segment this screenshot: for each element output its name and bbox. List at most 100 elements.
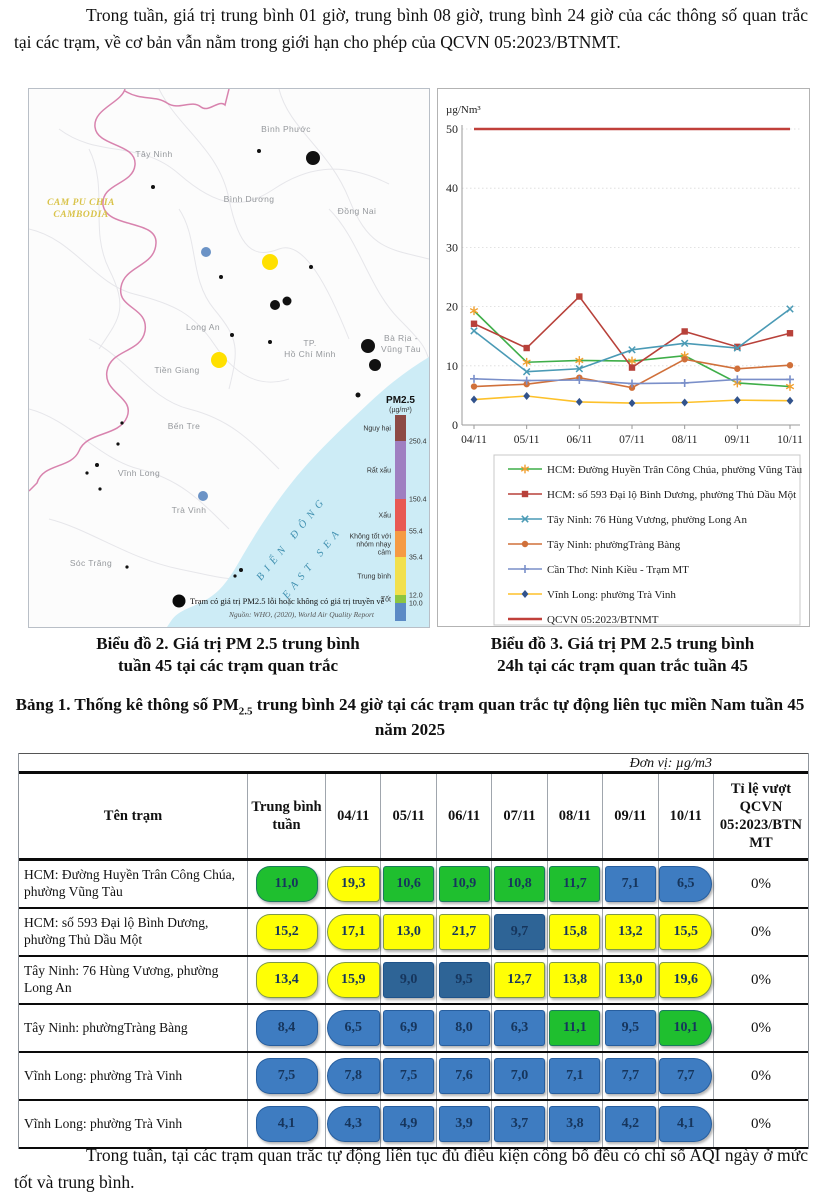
svg-text:Tây Ninh: 76 Hùng Vương, phườn: Tây Ninh: 76 Hùng Vương, phường Long An xyxy=(547,514,747,526)
week-average-cell: 13,4 xyxy=(248,957,326,1003)
day-value-cell: 7,1 xyxy=(603,861,659,907)
exceed-rate-cell: 0% xyxy=(750,875,771,892)
svg-text:250.4: 250.4 xyxy=(409,439,427,446)
svg-text:Không tốt với: Không tốt với xyxy=(349,532,391,541)
error-station-dot-icon xyxy=(172,594,186,608)
value-pill: 13,0 xyxy=(604,962,656,998)
svg-text:05/11: 05/11 xyxy=(514,434,540,446)
value-pill: 11,7 xyxy=(549,866,601,902)
day-value-cell: 10,8 xyxy=(492,861,548,907)
svg-text:08/11: 08/11 xyxy=(672,434,698,446)
svg-text:20: 20 xyxy=(446,300,458,314)
column-header-6: 08/11 xyxy=(548,774,604,858)
day-value-cell: 13,8 xyxy=(548,957,604,1003)
table-row: HCM: số 593 Đại lộ Bình Dương, phường Th… xyxy=(19,909,808,957)
svg-text:Trà Vinh: Trà Vinh xyxy=(172,505,207,515)
day-value-cell: 10,1 xyxy=(659,1005,714,1051)
pm25-line-chart: µg/Nm³ 0 10 20 30 40 50 04/11 05/11 06/11 07/11 08/… xyxy=(446,104,803,626)
day-value-cell: 7,8 xyxy=(326,1053,382,1099)
day-value-cell: 21,7 xyxy=(437,909,493,955)
map-footnote: Trạm có giá trị PM2.5 lỗi hoặc không có … xyxy=(172,594,385,619)
table-row: Vĩnh Long: phường Trà Vinh 7,5 7,8 7,5 7,6 7,… xyxy=(19,1053,808,1101)
svg-text:Trạm có giá trị PM2.5 lỗi hoặ: Trạm có giá trị PM2.5 lỗi hoặc không có … xyxy=(190,596,385,606)
day-value-cell: 7,7 xyxy=(659,1053,714,1099)
svg-text:TP.: TP. xyxy=(303,338,316,348)
day-value-cell: 3,7 xyxy=(492,1101,548,1147)
svg-text:40: 40 xyxy=(446,181,458,195)
value-pill: 11,1 xyxy=(549,1010,601,1046)
svg-text:50: 50 xyxy=(446,122,458,136)
svg-text:Sóc Trăng: Sóc Trăng xyxy=(70,558,112,568)
svg-text:Nguy hại: Nguy hại xyxy=(363,426,391,433)
svg-text:10.0: 10.0 xyxy=(409,601,423,608)
day-value-cell: 4,2 xyxy=(603,1101,659,1147)
svg-text:Bến Tre: Bến Tre xyxy=(168,421,201,431)
table1-heading-suffix: trung bình 24 giờ tại các trạm quan trắc… xyxy=(252,695,805,739)
svg-text:Bà Rịa -: Bà Rịa - xyxy=(384,333,418,343)
column-header-0: Tên trạm xyxy=(19,774,248,858)
intro-paragraph: Trong tuần, giá trị trung bình 01 giờ, t… xyxy=(14,5,808,52)
value-pill: 15,9 xyxy=(326,962,380,998)
value-pill: 4,3 xyxy=(326,1106,380,1142)
svg-text:07/11: 07/11 xyxy=(619,434,645,446)
value-pill: 3,9 xyxy=(438,1106,490,1142)
day-value-cell: 9,5 xyxy=(437,957,493,1003)
pm25-table: Đơn vị: µg/m3 Tên trạm Trung bình tuần 04/… xyxy=(18,753,809,1149)
value-pill: 17,1 xyxy=(326,914,380,950)
column-header-5: 07/11 xyxy=(492,774,548,858)
value-pill: 9,5 xyxy=(604,1010,656,1046)
station-name-cell: HCM: số 593 Đại lộ Bình Dương, phường Th… xyxy=(19,909,248,955)
value-pill: 13,2 xyxy=(604,914,656,950)
figure3-caption-line2: 24h tại các trạm quan trắc tuần 45 xyxy=(497,655,748,675)
day-value-cell: 6,5 xyxy=(326,1005,382,1051)
station-name-cell: Vĩnh Long: phường Trà Vinh xyxy=(19,1101,248,1147)
value-pill: 3,8 xyxy=(549,1106,601,1142)
svg-text:10: 10 xyxy=(446,359,458,373)
value-pill: 15,5 xyxy=(659,914,713,950)
day-value-cell: 6,3 xyxy=(492,1005,548,1051)
value-pill: 4,2 xyxy=(604,1106,656,1142)
table1-heading-subscript: 2.5 xyxy=(238,705,253,718)
svg-text:Rất xấu: Rất xấu xyxy=(367,466,391,475)
svg-text:CAM PU CHIA: CAM PU CHIA xyxy=(47,198,115,208)
value-pill: 4,9 xyxy=(383,1106,435,1142)
day-value-cell: 7,7 xyxy=(603,1053,659,1099)
day-value-cell: 3,9 xyxy=(437,1101,493,1147)
week-average-cell: 8,4 xyxy=(248,1005,326,1051)
svg-text:Tây Ninh: Tây Ninh xyxy=(135,149,172,159)
value-pill: 7,0 xyxy=(493,1058,545,1094)
value-pill: 7,6 xyxy=(438,1058,490,1094)
svg-text:Tiền Giang: Tiền Giang xyxy=(154,365,199,375)
day-value-cell: 9,7 xyxy=(492,909,548,955)
day-value-cell: 10,6 xyxy=(381,861,437,907)
svg-text:Vũng Tàu: Vũng Tàu xyxy=(381,344,421,354)
unit-note-text: Đơn vị: µg/m3 xyxy=(629,756,712,771)
value-pill: 7,1 xyxy=(604,866,656,902)
table1-heading-prefix: Bảng 1. Thống kê thông số PM xyxy=(15,695,239,714)
value-pill: 13,8 xyxy=(549,962,601,998)
svg-text:Nguồn: WHO, (2020), World Air: Nguồn: WHO, (2020), World Air Quality Re… xyxy=(228,610,375,619)
value-pill: 10,1 xyxy=(659,1010,713,1046)
value-pill: 11,0 xyxy=(255,866,318,902)
svg-text:150.4: 150.4 xyxy=(409,497,427,504)
svg-text:Xấu: Xấu xyxy=(379,511,392,520)
value-pill: 6,5 xyxy=(326,1010,380,1046)
svg-text:06/11: 06/11 xyxy=(566,434,592,446)
value-pill: 10,8 xyxy=(493,866,545,902)
figure3-chart: µg/Nm³ 0 10 20 30 40 50 04/11 05/11 06/11 07/11 08/… xyxy=(437,88,810,627)
exceed-rate-cell: 0% xyxy=(750,1067,771,1084)
value-pill: 15,8 xyxy=(549,914,601,950)
day-value-cell: 17,1 xyxy=(326,909,382,955)
value-pill: 9,5 xyxy=(438,962,490,998)
week-average-cell: 7,5 xyxy=(248,1053,326,1099)
value-pill: 6,9 xyxy=(383,1010,435,1046)
day-value-cell: 10,9 xyxy=(437,861,493,907)
svg-text:HCM: Đường Huyền Trân Công Chú: HCM: Đường Huyền Trân Công Chúa, phường … xyxy=(547,464,803,476)
value-pill: 7,7 xyxy=(659,1058,713,1094)
figure3-caption: Biểu đồ 3. Giá trị PM 2.5 trung bình 24h… xyxy=(437,633,808,677)
svg-text:30: 30 xyxy=(446,240,458,254)
value-pill: 9,7 xyxy=(493,914,545,950)
figure2-caption-line1: Biểu đồ 2. Giá trị PM 2.5 trung bình xyxy=(96,634,360,653)
day-value-cell: 4,3 xyxy=(326,1101,382,1147)
svg-text:Cần Thơ: Ninh Kiều - Trạm MT: Cần Thơ: Ninh Kiều - Trạm MT xyxy=(547,564,689,576)
